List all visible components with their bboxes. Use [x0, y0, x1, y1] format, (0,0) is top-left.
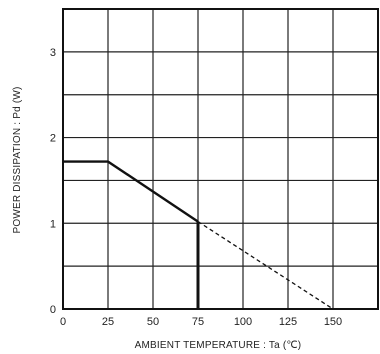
derating-line-solid: [63, 160, 199, 223]
x-axis-label: AMBIENT TEMPERATURE : Ta (℃): [135, 340, 302, 351]
x-tick-label-75: 75: [192, 316, 204, 328]
x-axis-ticks: 0 25 50 75 100 125 150: [60, 316, 342, 328]
x-tick-label-0: 0: [60, 316, 66, 328]
plot-frame: [62, 8, 379, 310]
y-tick-label-2: 2: [50, 133, 56, 145]
x-tick-label-125: 125: [279, 316, 297, 328]
x-tick-label-150: 150: [324, 316, 342, 328]
derating-line-dashed: [197, 221, 334, 310]
y-axis-ticks: 0 1 2 3: [50, 47, 56, 316]
y-tick-label-3: 3: [50, 47, 56, 59]
y-axis-label: POWER DISSIPATION : Pd (W): [12, 86, 23, 233]
x-tick-label-25: 25: [102, 316, 114, 328]
x-tick-label-100: 100: [234, 316, 252, 328]
series-layer: [63, 160, 334, 310]
y-tick-label-0: 0: [50, 304, 56, 316]
y-tick-label-1: 1: [50, 218, 56, 230]
x-tick-label-50: 50: [147, 316, 159, 328]
chart-grid: [63, 9, 378, 309]
